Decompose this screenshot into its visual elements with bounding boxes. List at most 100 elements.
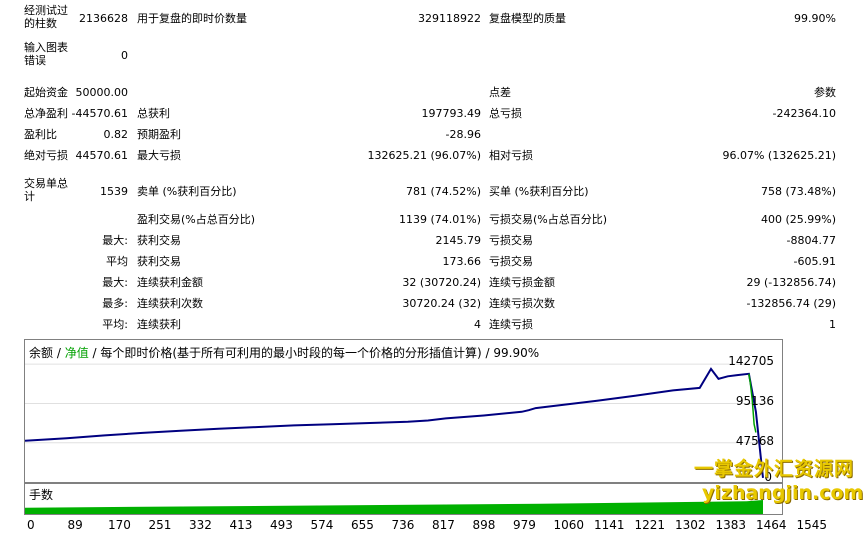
- x-tick-label: 979: [513, 518, 536, 532]
- x-tick-label: 736: [391, 518, 415, 532]
- volume-chart-plot: [25, 500, 763, 514]
- chart-title-sep: /: [53, 346, 65, 360]
- mismatched-errors-label: 输入图表 错误: [24, 41, 68, 67]
- balance-chart-plot: [25, 363, 770, 479]
- average-profit-label: 获利交易: [137, 255, 181, 268]
- relative-drawdown-value: 96.07% (132625.21): [722, 149, 836, 162]
- absolute-drawdown-label: 绝对亏损: [24, 149, 68, 162]
- x-tick-label: 413: [229, 518, 253, 532]
- volume-label: 手数: [29, 488, 54, 502]
- x-tick-label: 1221: [634, 518, 666, 532]
- gross-profit-value: 197793.49: [421, 107, 482, 120]
- average-profit-value: 173.66: [442, 255, 482, 268]
- maximum-prefix: 最大:: [102, 276, 128, 289]
- volume-area: [25, 500, 763, 514]
- bars-tested-label: 经测试过 的柱数: [24, 4, 68, 30]
- x-tick-label: 1383: [715, 518, 747, 532]
- average-loss-label: 亏损交易: [489, 255, 533, 268]
- balance-line: [25, 367, 764, 479]
- long-positions-label: 买单 (%获利百分比): [489, 185, 589, 198]
- x-tick-label: 655: [351, 518, 374, 532]
- largest-prefix: 最大:: [102, 234, 128, 247]
- profit-trades-label: 盈利交易(%占总百分比): [137, 213, 256, 226]
- chart-title-rest: / 每个即时价格(基于所有可利用的最小时段的每一个价格的分形插值计算) / 99…: [88, 346, 540, 360]
- x-tick-label: 574: [310, 518, 334, 532]
- profit-factor-value: 0.82: [103, 128, 129, 141]
- largest-profit-label: 获利交易: [137, 234, 181, 247]
- gross-loss-value: -242364.10: [772, 107, 836, 120]
- max-consecutive-wins-label: 连续获利金额: [137, 276, 203, 289]
- relative-drawdown-label: 相对亏损: [489, 149, 533, 162]
- x-tick-label: 1545: [796, 518, 828, 532]
- average-consecutive-wins-value: 4: [474, 318, 481, 331]
- x-tick-label: 170: [108, 518, 131, 532]
- average-prefix: 平均: [106, 255, 128, 268]
- spread-value: 参数: [814, 86, 836, 99]
- gross-loss-label: 总亏损: [489, 107, 522, 120]
- profit-trades-value: 1139 (74.01%): [398, 213, 481, 226]
- y-tick-label: 0: [764, 470, 772, 483]
- net-profit-label: 总净盈利: [24, 107, 68, 120]
- max-consecutive-loss-value: -132856.74 (29): [746, 297, 836, 310]
- x-tick-label: 1464: [756, 518, 787, 532]
- max-consecutive-profit-value: 30720.24 (32): [402, 297, 481, 310]
- x-tick-label: 1302: [675, 518, 706, 532]
- total-trades-label: 交易单总 计: [24, 177, 68, 203]
- largest-profit-value: 2145.79: [435, 234, 482, 247]
- max-consecutive-loss-label: 连续亏损次数: [489, 297, 555, 310]
- initial-deposit-label: 起始资金: [24, 86, 68, 99]
- largest-loss-label: 亏损交易: [489, 234, 533, 247]
- volume-chart: 手数: [24, 483, 783, 515]
- spread-label: 点差: [489, 86, 511, 99]
- model-quality-label: 复盘模型的质量: [489, 12, 566, 25]
- average-consecutive-wins-label: 连续获利: [137, 318, 181, 331]
- ticks-value: 329118922: [418, 12, 481, 25]
- expected-payoff-label: 预期盈利: [137, 128, 181, 141]
- total-trades-value: 1539: [100, 185, 128, 198]
- largest-loss-value: -8804.77: [786, 234, 836, 247]
- profit-factor-label: 盈利比: [24, 128, 57, 141]
- x-tick-label: 898: [472, 518, 496, 532]
- x-tick-label: 1060: [553, 518, 585, 532]
- net-profit-value: -44570.61: [71, 107, 128, 120]
- average-consecutive-losses-value: 1: [829, 318, 836, 331]
- average-loss-value: -605.91: [793, 255, 836, 268]
- y-tick-label: 95136: [735, 394, 774, 408]
- watermark-line2: yizhangjin.com: [702, 482, 864, 504]
- balance-chart: 余额 / 净值 / 每个即时价格(基于所有可利用的最小时段的每一个价格的分形插值…: [24, 339, 783, 483]
- expected-payoff-value: -28.96: [445, 128, 481, 141]
- short-positions-value: 781 (74.52%): [405, 185, 481, 198]
- x-tick-label: 89: [67, 518, 83, 532]
- chart-title-balance: 余额: [29, 346, 54, 360]
- average-consecutive-losses-label: 连续亏损: [489, 318, 533, 331]
- model-quality-value: 99.90%: [794, 12, 836, 25]
- most-prefix: 最多:: [102, 297, 128, 310]
- initial-deposit-value: 50000.00: [75, 86, 129, 99]
- absolute-drawdown-value: 44570.61: [75, 149, 129, 162]
- x-tick-label: 332: [189, 518, 212, 532]
- short-positions-label: 卖单 (%获利百分比): [137, 185, 237, 198]
- max-consecutive-losses-label: 连续亏损金额: [489, 276, 555, 289]
- max-drawdown-value: 132625.21 (96.07%): [367, 149, 481, 162]
- y-tick-label: 142705: [728, 354, 774, 368]
- max-consecutive-wins-value: 32 (30720.24): [402, 276, 481, 289]
- chart-title: 余额 / 净值 / 每个即时价格(基于所有可利用的最小时段的每一个价格的分形插值…: [29, 344, 539, 361]
- x-tick-label: 493: [270, 518, 293, 532]
- ticks-label: 用于复盘的即时价数量: [137, 12, 247, 25]
- watermark-line1: 一掌金外汇资源网: [694, 458, 855, 480]
- equity-line: [748, 373, 757, 433]
- x-tick-label: 1141: [594, 518, 625, 532]
- x-tick-label: 0: [27, 518, 35, 532]
- max-consecutive-profit-label: 连续获利次数: [137, 297, 203, 310]
- mismatched-errors-value: 0: [121, 49, 128, 62]
- x-tick-label: 251: [148, 518, 172, 532]
- loss-trades-value: 400 (25.99%): [760, 213, 836, 226]
- gross-profit-label: 总获利: [137, 107, 170, 120]
- long-positions-value: 758 (73.48%): [760, 185, 836, 198]
- loss-trades-label: 亏损交易(%占总百分比): [489, 213, 608, 226]
- x-tick-label: 817: [432, 518, 455, 532]
- y-tick-label: 47568: [735, 434, 774, 448]
- max-consecutive-losses-value: 29 (-132856.74): [746, 276, 836, 289]
- bars-tested-value: 2136628: [79, 12, 128, 25]
- chart-title-equity: 净值: [64, 346, 89, 360]
